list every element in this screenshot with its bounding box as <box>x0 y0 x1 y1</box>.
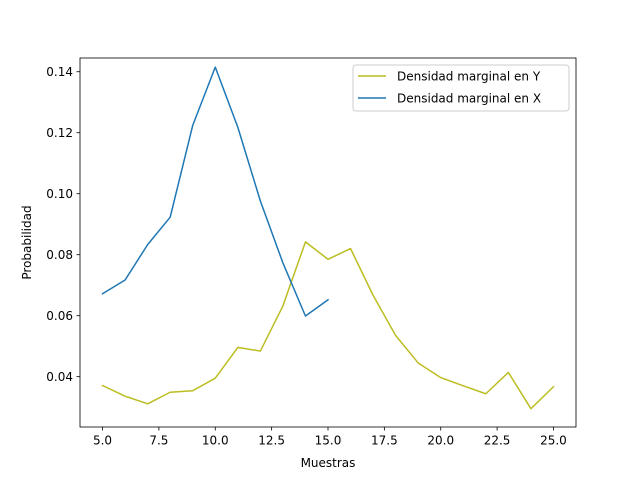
x-tick-label: 10.0 <box>202 434 229 448</box>
x-axis-label: Muestras <box>301 456 356 470</box>
legend-label-marginal-y: Densidad marginal en Y <box>397 70 541 84</box>
x-tick-label: 15.0 <box>315 434 342 448</box>
x-tick-label: 20.0 <box>427 434 454 448</box>
legend: Densidad marginal en Y Densidad marginal… <box>353 65 569 111</box>
y-tick-label: 0.06 <box>46 309 73 323</box>
y-tick-label: 0.12 <box>46 126 73 140</box>
y-tick-label: 0.10 <box>46 187 73 201</box>
y-tick-label: 0.04 <box>46 370 73 384</box>
x-tick-label: 17.5 <box>371 434 398 448</box>
legend-label-marginal-x: Densidad marginal en X <box>397 92 541 106</box>
y-axis-label: Probabilidad <box>20 205 34 279</box>
x-tick-label: 7.5 <box>149 434 168 448</box>
y-tick-label: 0.08 <box>46 248 73 262</box>
y-tick-label: 0.14 <box>46 65 73 79</box>
x-tick-label: 25.0 <box>540 434 567 448</box>
x-tick-label: 22.5 <box>484 434 511 448</box>
x-tick-label: 12.5 <box>258 434 285 448</box>
x-tick-label: 5.0 <box>93 434 112 448</box>
